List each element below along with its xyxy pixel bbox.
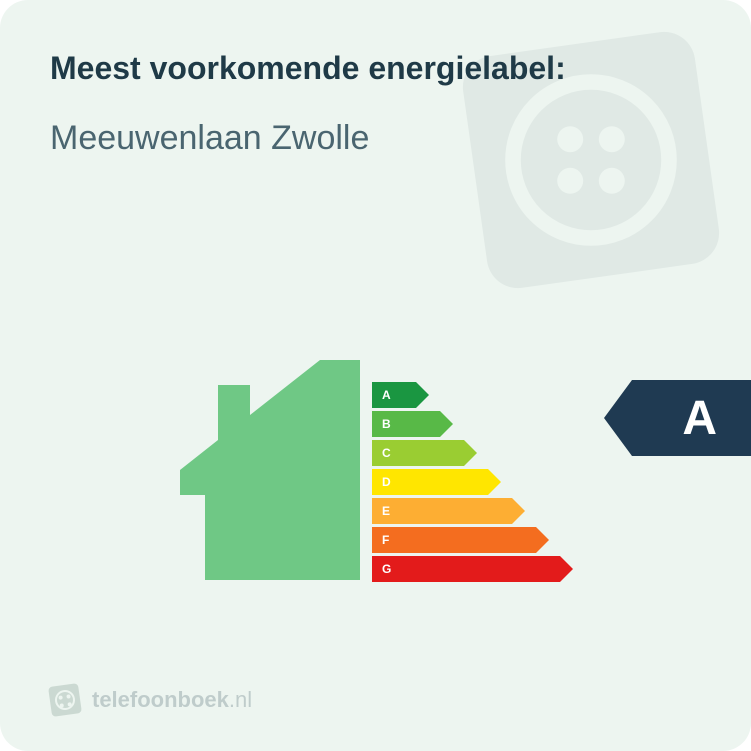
bar-label: D [372, 469, 488, 495]
bar-label: B [372, 411, 440, 437]
energy-bar-e: E [372, 498, 560, 524]
bar-label: A [372, 382, 416, 408]
phonebook-icon [48, 683, 82, 717]
energy-label-card: Meest voorkomende energielabel: Meeuwenl… [0, 0, 751, 751]
energy-bar-b: B [372, 411, 560, 437]
bar-label: E [372, 498, 512, 524]
bar-label: C [372, 440, 464, 466]
energy-bars: ABCDEFG [372, 382, 560, 585]
rating-badge: A [632, 380, 751, 456]
footer-brand: telefoonboek.nl [50, 685, 252, 715]
energy-bar-c: C [372, 440, 560, 466]
house-icon [180, 360, 360, 580]
phonebook-watermark [461, 30, 721, 290]
bar-label: G [372, 556, 560, 582]
bar-label: F [372, 527, 536, 553]
energy-bar-g: G [372, 556, 560, 582]
footer-text: telefoonboek.nl [92, 687, 252, 713]
energy-bar-f: F [372, 527, 560, 553]
energy-bar-d: D [372, 469, 560, 495]
rating-letter: A [682, 391, 717, 446]
energy-bar-a: A [372, 382, 560, 408]
